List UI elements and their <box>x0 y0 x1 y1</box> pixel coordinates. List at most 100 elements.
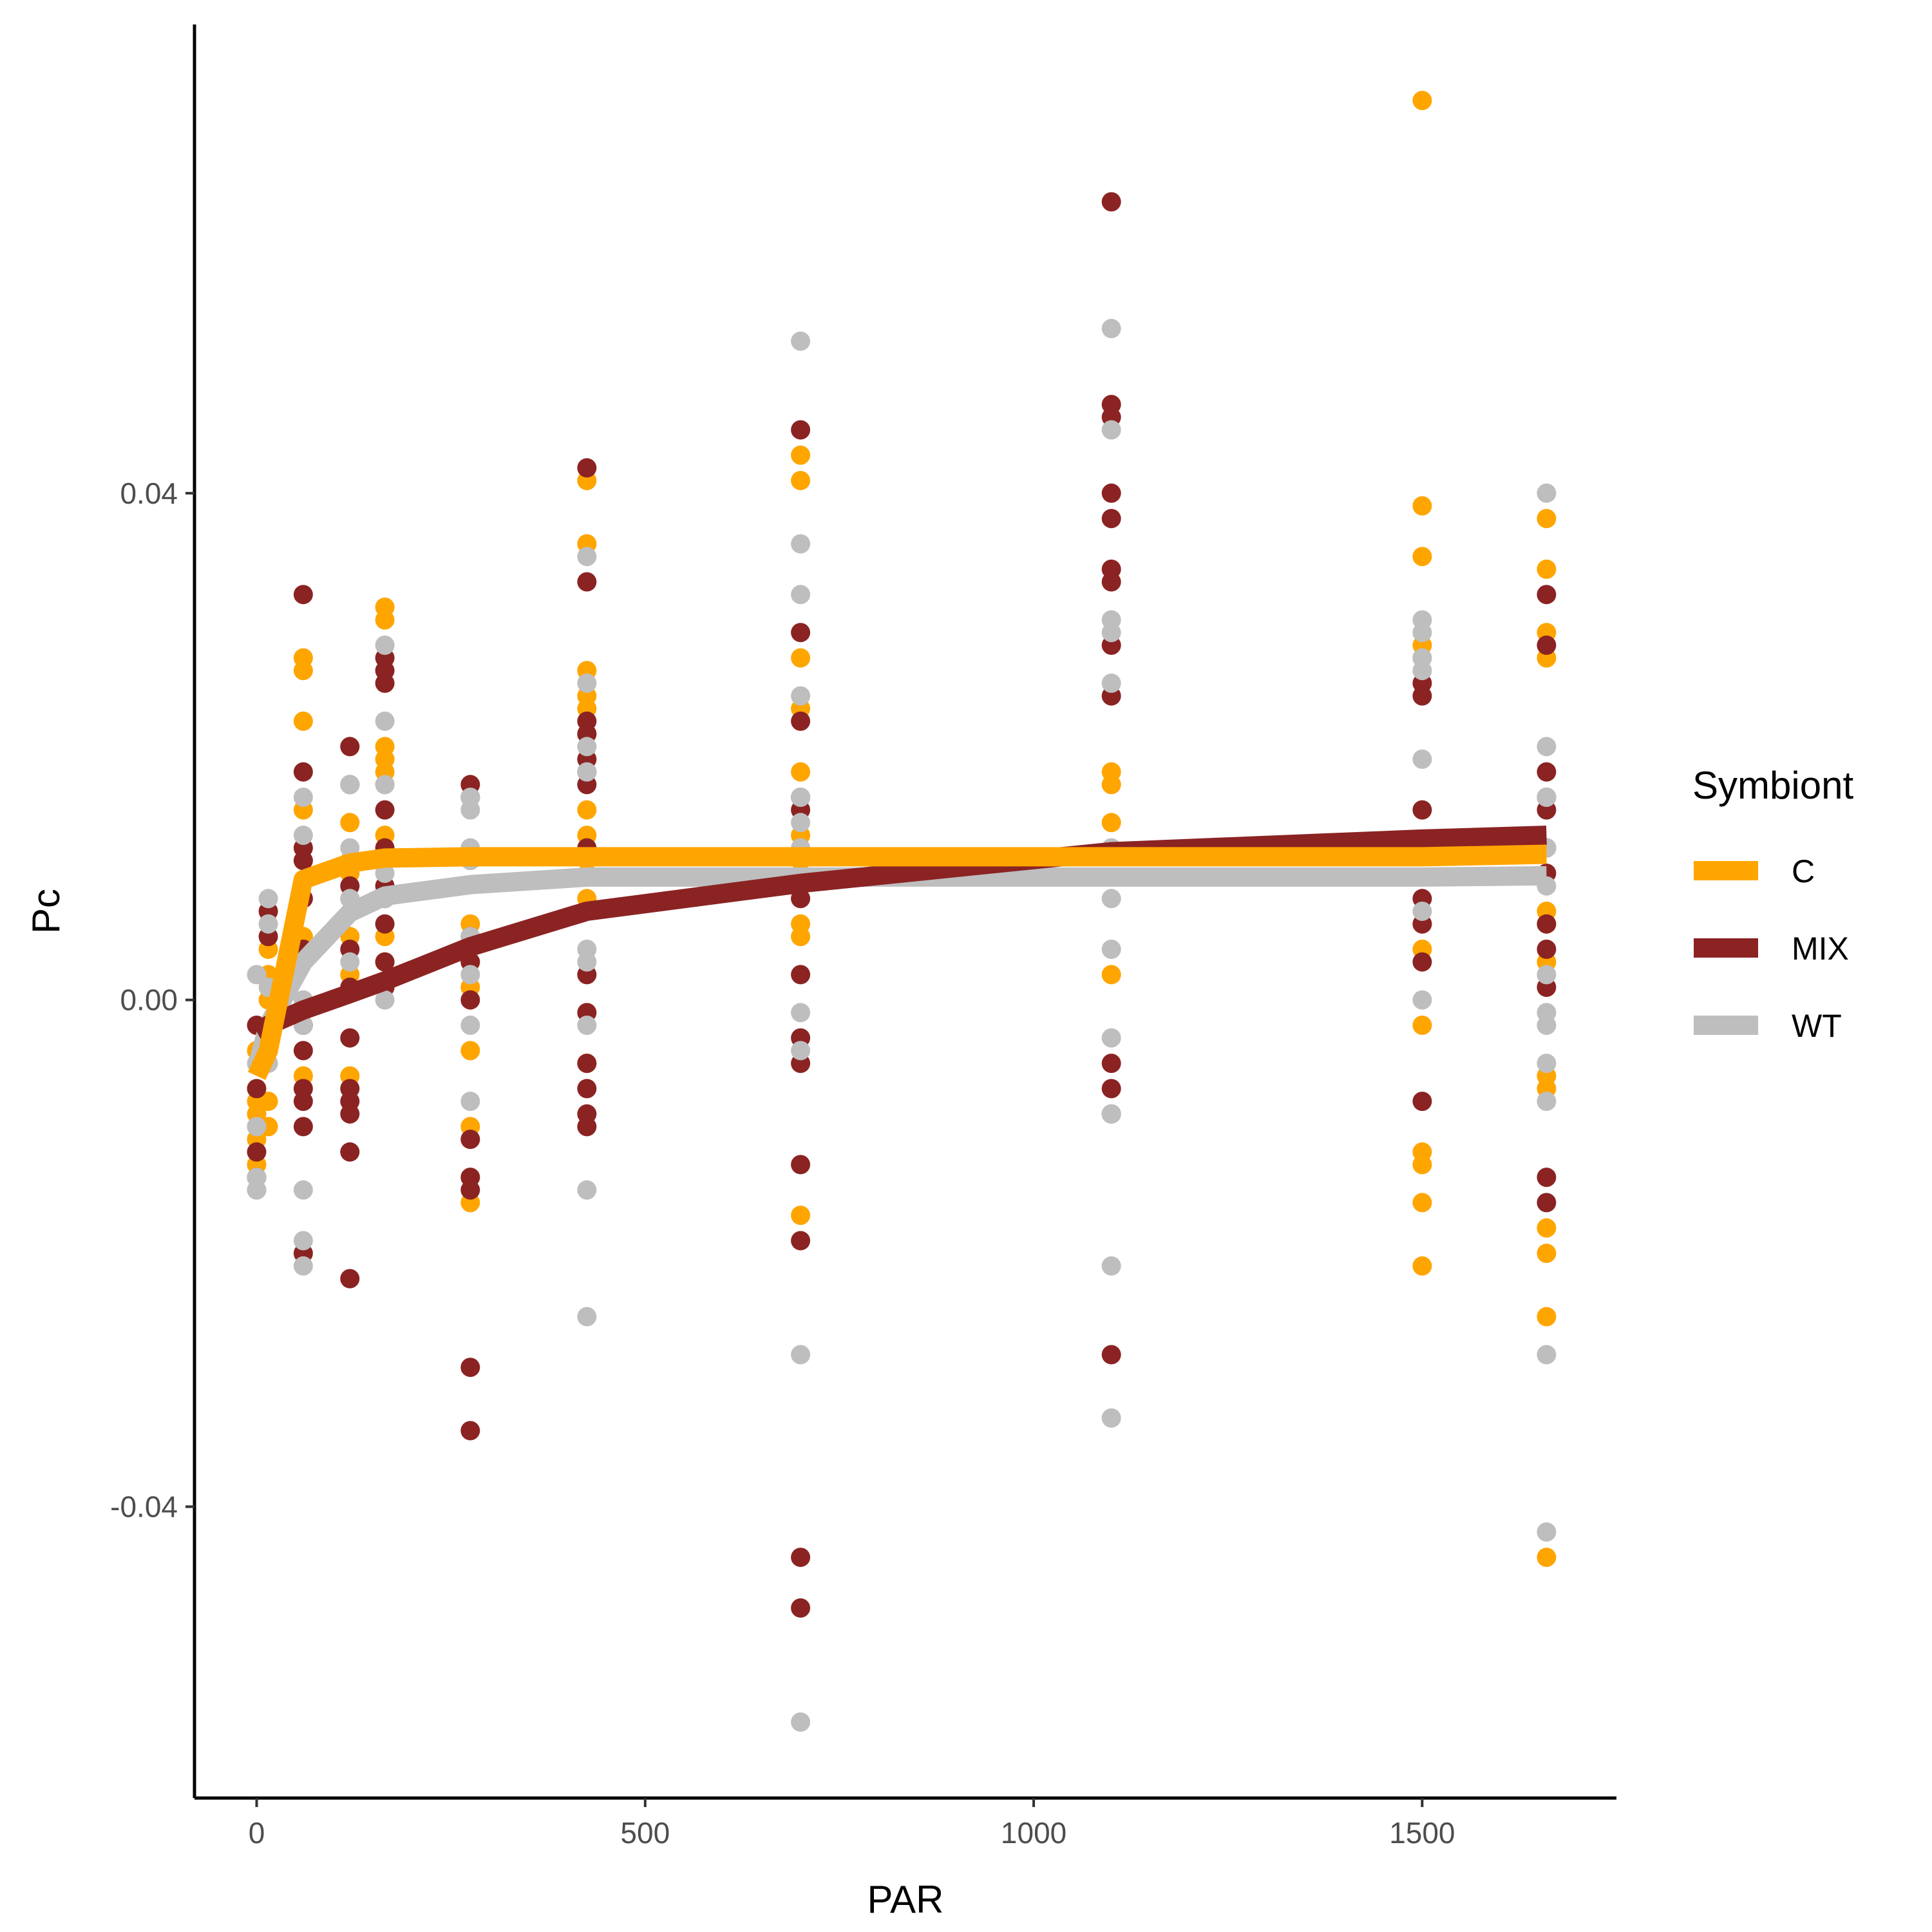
data-point-c <box>1412 496 1432 516</box>
data-point-mix <box>1412 686 1432 706</box>
data-point-c <box>1537 1548 1557 1567</box>
data-point-wt <box>1101 1256 1121 1276</box>
data-point-mix <box>340 1104 360 1124</box>
data-point-wt <box>340 775 360 795</box>
data-point-wt <box>1537 1345 1557 1365</box>
data-point-wt <box>791 331 811 351</box>
data-point-mix <box>791 1548 811 1567</box>
data-point-wt <box>1101 889 1121 909</box>
data-point-wt <box>460 1016 480 1035</box>
data-point-mix <box>1101 509 1121 529</box>
data-point-mix <box>293 1041 313 1061</box>
y-tick-label: 0.00 <box>120 983 178 1017</box>
data-point-mix <box>340 1142 360 1162</box>
legend: Symbiont C MIX WT <box>1692 764 1853 1044</box>
x-tick-label: 0 <box>249 1816 265 1850</box>
data-point-c <box>1537 1244 1557 1264</box>
data-point-c <box>1537 1218 1557 1238</box>
x-axis-title: PAR <box>867 1878 944 1921</box>
data-point-wt <box>1412 990 1432 1010</box>
data-point-mix <box>460 990 480 1010</box>
data-point-mix <box>460 1358 480 1378</box>
data-point-wt <box>375 711 395 731</box>
data-point-wt <box>247 1117 267 1137</box>
data-point-c <box>791 762 811 782</box>
x-axis-ticks: 0 500 1000 1500 <box>249 1798 1455 1850</box>
data-point-c <box>1537 1307 1557 1327</box>
data-point-wt <box>791 1003 811 1023</box>
data-point-mix <box>293 1092 313 1112</box>
data-point-mix <box>1101 192 1121 212</box>
x-tick-label: 1500 <box>1389 1816 1455 1850</box>
data-point-mix <box>293 585 313 605</box>
data-point-mix <box>293 1117 313 1137</box>
data-point-c <box>460 1041 480 1061</box>
data-point-wt <box>791 813 811 833</box>
fit-line-c <box>247 844 1547 1080</box>
data-point-c <box>1412 1016 1432 1035</box>
legend-label-wt: WT <box>1792 1008 1842 1044</box>
data-point-c <box>293 661 313 681</box>
data-point-c <box>1537 509 1557 529</box>
legend-key-point-wt <box>1716 1016 1736 1035</box>
data-point-wt <box>791 1712 811 1732</box>
data-point-wt <box>258 889 278 909</box>
data-point-wt <box>1537 965 1557 985</box>
data-point-mix <box>1101 572 1121 592</box>
data-point-mix <box>375 800 395 820</box>
data-point-c <box>791 927 811 947</box>
data-point-wt <box>791 1041 811 1061</box>
x-tick-label: 1000 <box>1001 1816 1066 1850</box>
legend-key-point-mix <box>1716 938 1736 958</box>
data-point-wt <box>1537 788 1557 807</box>
data-point-mix <box>1537 940 1557 959</box>
legend-title: Symbiont <box>1692 764 1853 807</box>
data-point-mix <box>1537 1193 1557 1213</box>
data-point-mix <box>791 1598 811 1618</box>
data-point-wt <box>1101 940 1121 959</box>
data-point-c <box>791 471 811 491</box>
data-point-mix <box>1412 800 1432 820</box>
data-point-mix <box>460 1421 480 1441</box>
data-point-c <box>1101 813 1121 833</box>
data-point-c <box>791 1206 811 1226</box>
data-point-wt <box>1412 623 1432 643</box>
data-point-wt <box>791 686 811 706</box>
data-point-mix <box>1537 1168 1557 1188</box>
data-point-wt <box>1412 902 1432 921</box>
data-point-wt <box>577 1016 597 1035</box>
data-point-wt <box>1101 420 1121 440</box>
data-point-wt <box>258 914 278 934</box>
data-point-wt <box>293 1180 313 1200</box>
data-point-mix <box>1537 914 1557 934</box>
data-point-wt <box>1101 1408 1121 1428</box>
data-point-mix <box>1537 585 1557 605</box>
data-point-wt <box>293 826 313 845</box>
data-point-wt <box>1537 1016 1557 1035</box>
data-point-c <box>1412 1193 1432 1213</box>
data-point-wt <box>791 1345 811 1365</box>
data-point-wt <box>375 635 395 655</box>
data-point-wt <box>247 965 267 985</box>
data-point-mix <box>791 711 811 731</box>
data-point-wt <box>460 800 480 820</box>
data-point-mix <box>577 1117 597 1137</box>
data-point-c <box>293 711 313 731</box>
legend-label-c: C <box>1792 853 1815 889</box>
data-point-wt <box>375 775 395 795</box>
data-point-mix <box>577 458 597 478</box>
data-point-wt <box>577 1307 597 1327</box>
data-point-mix <box>340 1269 360 1289</box>
data-point-wt <box>340 952 360 972</box>
data-point-c <box>1101 775 1121 795</box>
data-point-mix <box>293 851 313 871</box>
data-point-wt <box>1537 1054 1557 1074</box>
data-point-wt <box>293 1256 313 1276</box>
data-point-c <box>791 648 811 668</box>
y-axis-title: Pc <box>24 889 68 934</box>
data-point-mix <box>791 965 811 985</box>
data-point-wt <box>577 952 597 972</box>
data-point-mix <box>1537 762 1557 782</box>
data-point-mix <box>1101 1079 1121 1099</box>
